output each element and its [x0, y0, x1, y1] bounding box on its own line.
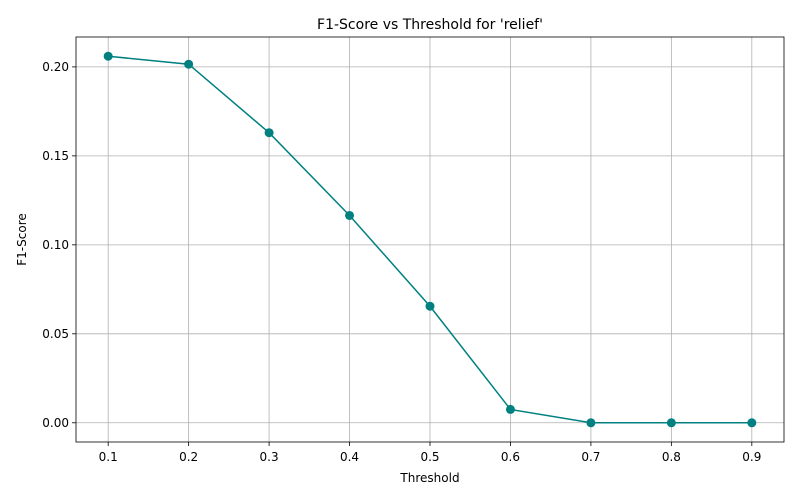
- x-tick-label: 0.7: [581, 450, 600, 464]
- x-tick-label: 0.1: [99, 450, 118, 464]
- data-point: [264, 128, 274, 138]
- y-tick-label: 0.05: [42, 327, 69, 341]
- x-tick-label: 0.9: [742, 450, 761, 464]
- data-point: [345, 210, 355, 220]
- x-tick-label: 0.8: [662, 450, 681, 464]
- x-tick-label: 0.5: [420, 450, 439, 464]
- data-point: [425, 301, 435, 311]
- data-point: [586, 418, 596, 428]
- data-point: [666, 418, 676, 428]
- x-tick-label: 0.3: [260, 450, 279, 464]
- series-group: [103, 51, 757, 428]
- y-tick-label: 0.20: [42, 60, 69, 74]
- y-axis-label: F1-Score: [15, 213, 29, 265]
- chart-title: F1-Score vs Threshold for 'relief': [317, 17, 543, 33]
- x-tick-label: 0.4: [340, 450, 359, 464]
- x-tick-label: 0.2: [179, 450, 198, 464]
- x-tick-label: 0.6: [501, 450, 520, 464]
- data-point: [184, 59, 194, 69]
- x-axis-label: Threshold: [399, 471, 459, 485]
- axis-ticks: 0.1 0.2 0.3 0.4 0.5 0.6 0.7 0.8 0.9 0.00 0.05 0.10 0…: [42, 60, 761, 464]
- data-point: [747, 418, 757, 428]
- y-tick-label: 0.10: [42, 238, 69, 252]
- y-tick-label: 0.00: [42, 416, 69, 430]
- y-tick-label: 0.15: [42, 149, 69, 163]
- data-point: [505, 404, 515, 414]
- data-point: [103, 51, 113, 61]
- grid: [76, 37, 784, 442]
